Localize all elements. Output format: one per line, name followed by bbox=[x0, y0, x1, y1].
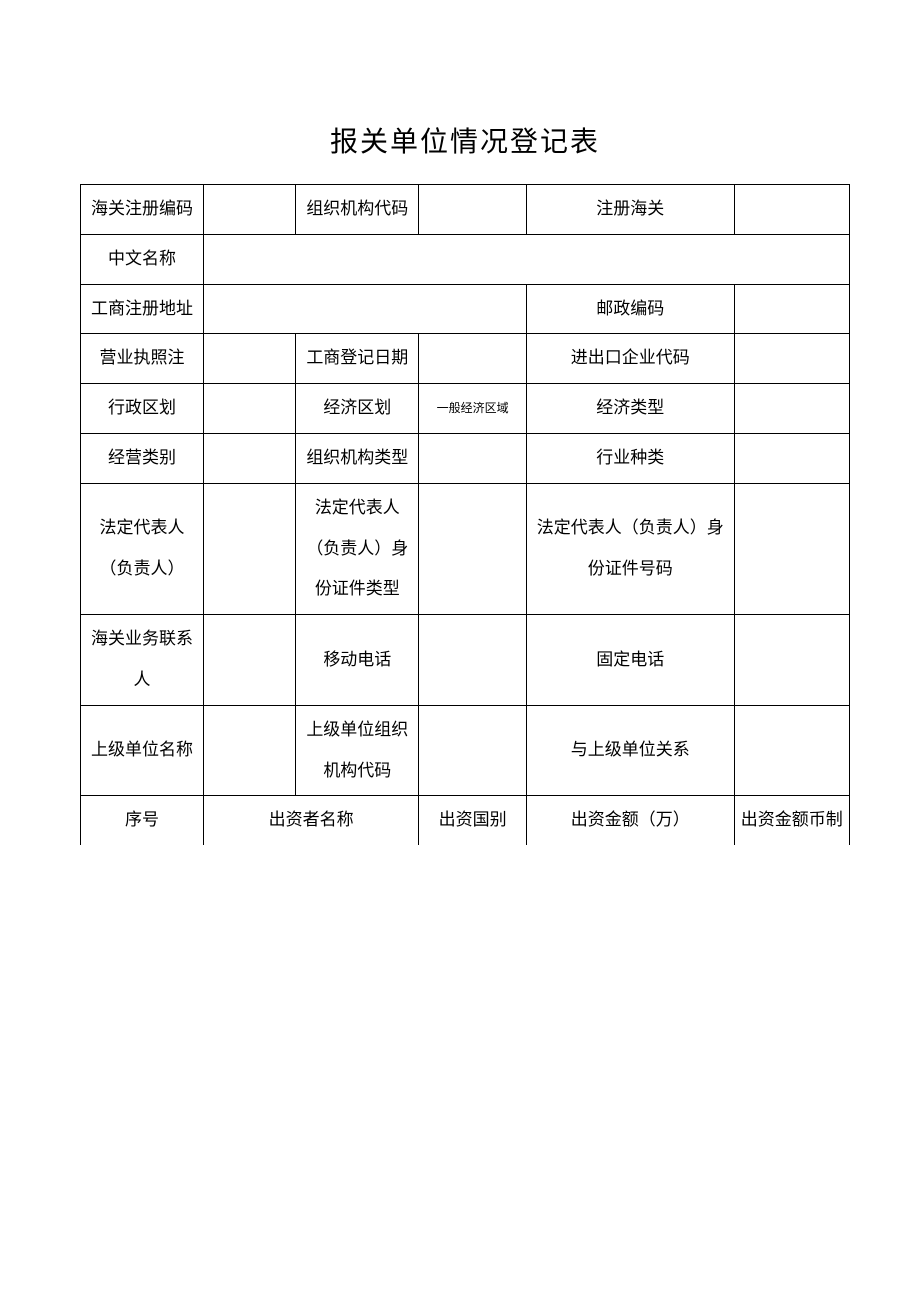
label-parent-relation: 与上级单位关系 bbox=[526, 705, 734, 796]
value-legal-rep-id-type bbox=[419, 483, 527, 614]
label-legal-rep: 法定代表人（负责人） bbox=[81, 483, 204, 614]
value-parent-unit bbox=[204, 705, 296, 796]
value-industry-type bbox=[734, 433, 849, 483]
page-title: 报关单位情况登记表 bbox=[80, 120, 850, 160]
label-industry-type: 行业种类 bbox=[526, 433, 734, 483]
value-reg-customs bbox=[734, 185, 849, 235]
label-invest-country: 出资国别 bbox=[419, 796, 527, 845]
value-license-note bbox=[204, 334, 296, 384]
value-org-type bbox=[419, 433, 527, 483]
value-legal-rep-id-no bbox=[734, 483, 849, 614]
label-investor-name: 出资者名称 bbox=[204, 796, 419, 845]
label-business-address: 工商注册地址 bbox=[81, 284, 204, 334]
value-business-category bbox=[204, 433, 296, 483]
label-legal-rep-id-no: 法定代表人（负责人）身份证件号码 bbox=[526, 483, 734, 614]
label-landline: 固定电话 bbox=[526, 615, 734, 706]
value-reg-date bbox=[419, 334, 527, 384]
label-econ-type: 经济类型 bbox=[526, 384, 734, 434]
label-invest-currency: 出资金额币制 bbox=[734, 796, 849, 845]
label-serial-no: 序号 bbox=[81, 796, 204, 845]
value-import-export-code bbox=[734, 334, 849, 384]
label-business-category: 经营类别 bbox=[81, 433, 204, 483]
value-org-code bbox=[419, 185, 527, 235]
value-landline bbox=[734, 615, 849, 706]
label-customs-reg-code: 海关注册编码 bbox=[81, 185, 204, 235]
value-mobile bbox=[419, 615, 527, 706]
label-customs-contact: 海关业务联系人 bbox=[81, 615, 204, 706]
label-mobile: 移动电话 bbox=[296, 615, 419, 706]
value-econ-zone: 一般经济区域 bbox=[419, 384, 527, 434]
label-parent-org-code: 上级单位组织机构代码 bbox=[296, 705, 419, 796]
label-postal-code: 邮政编码 bbox=[526, 284, 734, 334]
label-org-type: 组织机构类型 bbox=[296, 433, 419, 483]
registration-table: 海关注册编码 组织机构代码 注册海关 中文名称 工商注册地址 邮政编码 营业执照… bbox=[80, 184, 850, 845]
label-admin-division: 行政区划 bbox=[81, 384, 204, 434]
value-parent-org-code bbox=[419, 705, 527, 796]
value-parent-relation bbox=[734, 705, 849, 796]
value-admin-division bbox=[204, 384, 296, 434]
value-customs-reg-code bbox=[204, 185, 296, 235]
label-license-note: 营业执照注 bbox=[81, 334, 204, 384]
label-econ-zone: 经济区划 bbox=[296, 384, 419, 434]
value-legal-rep bbox=[204, 483, 296, 614]
value-customs-contact bbox=[204, 615, 296, 706]
label-invest-amount: 出资金额（万） bbox=[526, 796, 734, 845]
label-parent-unit: 上级单位名称 bbox=[81, 705, 204, 796]
value-chinese-name bbox=[204, 234, 850, 284]
label-reg-date: 工商登记日期 bbox=[296, 334, 419, 384]
label-legal-rep-id-type: 法定代表人（负责人）身份证件类型 bbox=[296, 483, 419, 614]
value-business-address bbox=[204, 284, 527, 334]
label-org-code: 组织机构代码 bbox=[296, 185, 419, 235]
value-postal-code bbox=[734, 284, 849, 334]
value-econ-type bbox=[734, 384, 849, 434]
label-import-export-code: 进出口企业代码 bbox=[526, 334, 734, 384]
label-chinese-name: 中文名称 bbox=[81, 234, 204, 284]
label-reg-customs: 注册海关 bbox=[526, 185, 734, 235]
